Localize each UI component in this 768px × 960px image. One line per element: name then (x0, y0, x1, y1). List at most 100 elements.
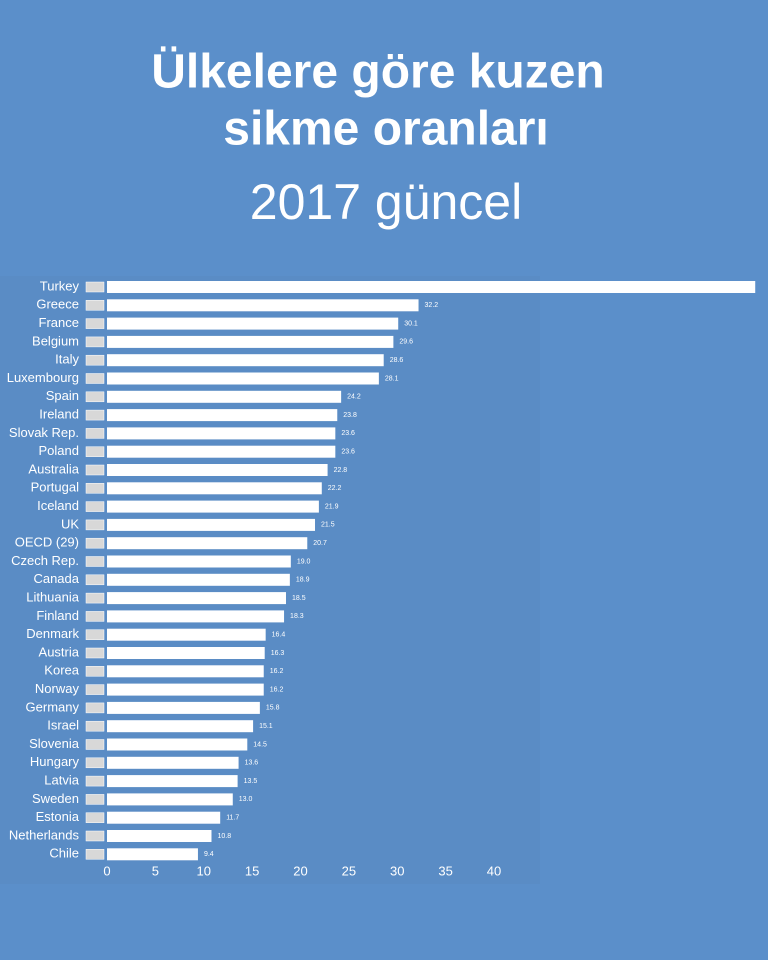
value-label: 15.1 (259, 723, 273, 730)
bar (107, 683, 264, 696)
value-label: 16.2 (270, 668, 284, 675)
flag-icon (85, 574, 105, 586)
y-tick-label: Australia (28, 461, 79, 476)
chart-title: Ülkelere göre kuzen (151, 46, 605, 99)
bar (107, 299, 419, 312)
flag-icon (85, 428, 105, 439)
value-label: 16.2 (270, 686, 284, 693)
value-label: 16.3 (271, 650, 285, 657)
chart-title: sikme oranları (223, 103, 549, 156)
value-label: 20.7 (313, 540, 327, 547)
y-tick-label: Sweden (32, 791, 79, 806)
flag-icon (85, 537, 105, 549)
flag-icon (85, 501, 105, 512)
flag-icon (85, 556, 105, 567)
flag-icon (85, 354, 105, 366)
flag-icon (85, 592, 105, 604)
y-tick-label: Chile (49, 846, 79, 861)
value-label: 16.4 (272, 632, 286, 639)
y-tick-label: Portugal (31, 480, 80, 495)
value-label: 28.6 (390, 357, 404, 364)
y-tick-label: OECD (29) (15, 535, 79, 550)
flag-icon (85, 775, 105, 787)
flag-icon (85, 720, 105, 732)
bar (107, 830, 212, 842)
bar (107, 665, 264, 678)
flag-icon (85, 666, 105, 677)
bar (107, 610, 285, 623)
y-tick-label: Italy (55, 352, 79, 367)
bar (107, 848, 198, 861)
chart-subtitle: 2017 güncel (250, 174, 522, 230)
flag-icon (85, 483, 105, 494)
flag-icon (85, 739, 105, 750)
y-tick-label: Hungary (30, 754, 80, 769)
bar (107, 756, 239, 769)
value-label: 9.4 (204, 851, 214, 858)
flag-icon (85, 629, 105, 640)
x-tick-label: 40 (487, 863, 501, 878)
y-tick-label: Canada (33, 571, 79, 586)
flag-icon (85, 464, 105, 476)
flag-icon (85, 812, 105, 823)
flag-icon (85, 446, 105, 457)
y-tick-label: Latvia (44, 773, 79, 788)
y-tick-label: Belgium (32, 333, 79, 348)
y-tick-label: Estonia (36, 809, 80, 824)
flag-icon (85, 849, 105, 860)
bar (107, 720, 254, 733)
x-tick-label: 0 (103, 863, 110, 878)
value-label: 18.9 (296, 577, 310, 584)
bar (107, 445, 336, 458)
y-tick-label: Austria (39, 644, 80, 659)
bar (107, 647, 265, 659)
value-label: 22.2 (328, 485, 342, 492)
x-tick-label: 35 (438, 863, 452, 878)
y-tick-label: Ireland (39, 407, 79, 422)
y-tick-label: Greece (36, 297, 79, 312)
flag-icon (85, 373, 105, 384)
value-label: 23.6 (341, 430, 355, 437)
bar (107, 793, 233, 806)
flag-icon (85, 684, 105, 695)
value-label: 28.1 (385, 375, 399, 382)
value-label: 21.5 (321, 522, 335, 529)
flag-icon (85, 409, 105, 421)
bar (107, 354, 384, 367)
x-tick-label: 20 (293, 863, 307, 878)
y-tick-label: France (39, 315, 79, 330)
y-tick-label: Korea (44, 663, 79, 678)
flag-icon (85, 391, 105, 403)
y-tick-label: Denmark (26, 626, 79, 641)
flag-icon (85, 702, 105, 714)
value-label: 19.0 (297, 558, 311, 565)
flag-icon (85, 647, 105, 659)
y-tick-label: Luxembourg (7, 370, 79, 385)
bar (107, 811, 221, 824)
flag-icon (85, 519, 105, 531)
flag-icon (85, 318, 105, 329)
value-label: 29.6 (399, 339, 413, 346)
y-tick-label: Iceland (37, 498, 79, 513)
bar (107, 409, 338, 422)
y-tick-label: Poland (39, 443, 79, 458)
flag-icon (85, 830, 105, 842)
value-label: 30.1 (404, 320, 418, 327)
value-label: 11.7 (226, 815, 239, 822)
flag-icon (85, 794, 105, 805)
y-tick-label: Germany (26, 699, 80, 714)
flag-icon (85, 336, 105, 348)
bar (107, 738, 248, 751)
x-tick-label: 10 (197, 863, 211, 878)
value-label: 14.5 (253, 741, 267, 748)
bar (107, 518, 316, 531)
y-tick-label: Slovenia (29, 736, 80, 751)
value-label: 13.0 (239, 796, 253, 803)
bar (107, 701, 260, 714)
y-tick-label: Lithuania (26, 590, 80, 605)
y-tick-label: Norway (35, 681, 80, 696)
bar (107, 335, 394, 348)
value-label: 23.6 (341, 449, 355, 456)
bar (107, 372, 379, 385)
